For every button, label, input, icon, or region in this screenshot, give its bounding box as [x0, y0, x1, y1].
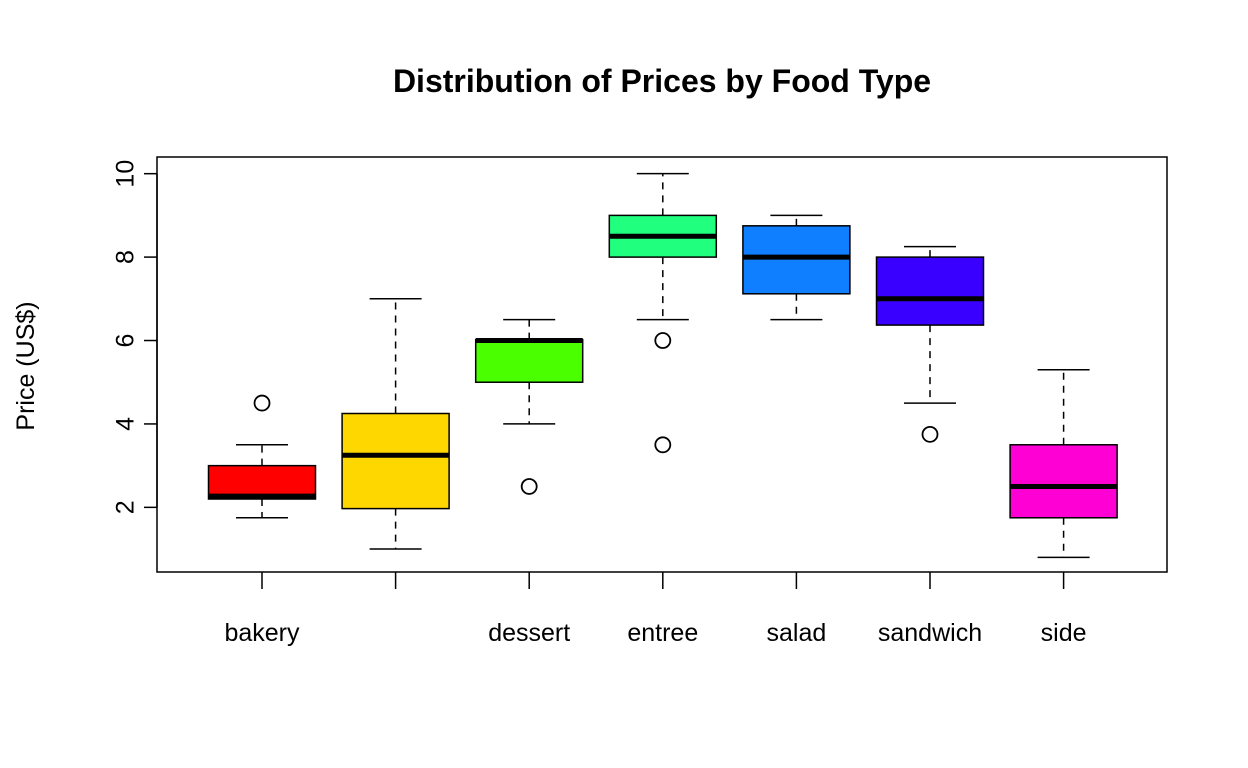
y-tick-label: 10	[112, 160, 140, 188]
chart-title: Distribution of Prices by Food Type	[393, 63, 931, 99]
boxes	[207, 172, 1118, 559]
x-tick-label: entree	[627, 619, 698, 647]
box-iqr	[341, 412, 450, 510]
box-entree	[608, 172, 718, 454]
box-iqr	[474, 338, 584, 383]
x-tick-label: dessert	[488, 619, 570, 647]
x-tick-label: bakery	[224, 619, 300, 647]
y-axis-label: Price (US$)	[12, 301, 40, 430]
y-axis: 2 4 6 8 10	[112, 160, 158, 514]
box-side	[1009, 368, 1118, 559]
outlier-point	[253, 394, 271, 412]
box-bakery	[207, 394, 317, 519]
outlier-point	[520, 478, 538, 495]
box-dessert	[474, 318, 584, 495]
box-iqr	[207, 464, 317, 500]
box-iqr	[875, 256, 985, 326]
box-salad	[742, 214, 851, 321]
box-unlabeled	[341, 298, 450, 550]
box-iqr	[742, 225, 851, 295]
box-iqr	[1009, 444, 1118, 519]
outlier-point	[654, 436, 672, 454]
y-tick-label: 8	[112, 250, 140, 264]
y-tick-label: 2	[112, 500, 140, 514]
x-tick-label: salad	[767, 619, 827, 647]
x-tick-label: side	[1041, 619, 1087, 647]
outlier-point	[921, 425, 939, 443]
box-sandwich	[875, 245, 985, 443]
y-tick-label: 4	[112, 417, 140, 431]
x-axis: bakery dessert entree salad sandwich side	[224, 572, 1087, 647]
x-tick-label: sandwich	[878, 619, 982, 647]
y-tick-label: 6	[112, 334, 140, 348]
outlier-point	[654, 332, 672, 349]
